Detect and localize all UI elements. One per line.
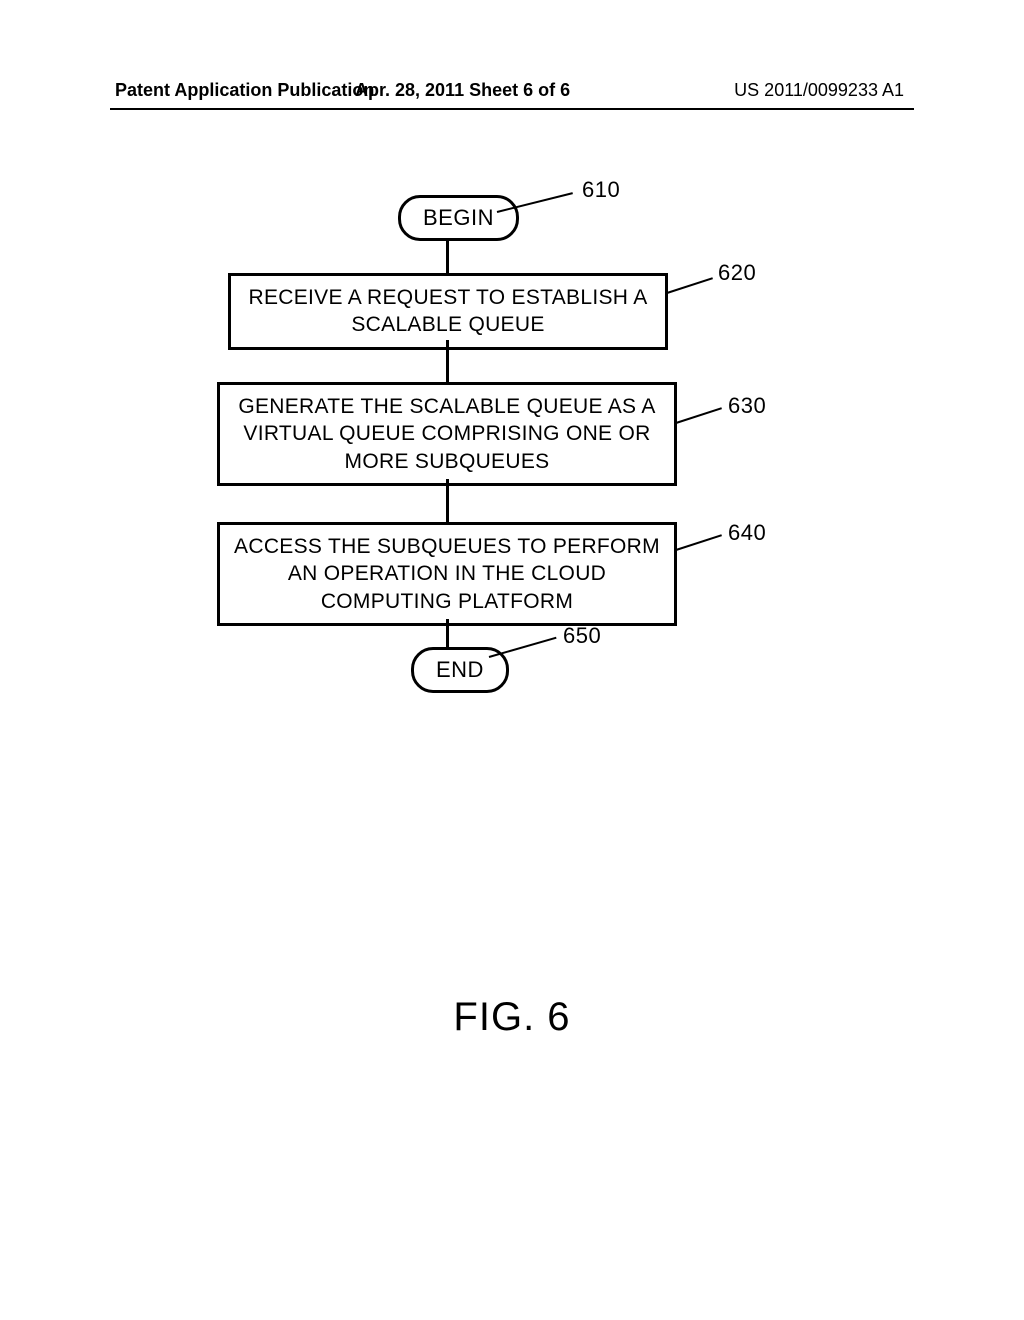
flowchart-step-630: GENERATE THE SCALABLE QUEUE AS A VIRTUAL… (217, 382, 677, 486)
header-date-sheet: Apr. 28, 2011 Sheet 6 of 6 (355, 80, 570, 101)
figure-caption: FIG. 6 (0, 995, 1024, 1040)
ref-label-620: 620 (718, 260, 756, 286)
ref-line-630 (676, 407, 722, 424)
header-publication: Patent Application Publication (115, 80, 374, 101)
flowchart-step-640: ACCESS THE SUBQUEUES TO PERFORM AN OPERA… (217, 522, 677, 626)
connector-step2-step3 (446, 479, 449, 524)
connector-step3-end (446, 619, 449, 649)
connector-step1-step2 (446, 340, 449, 384)
ref-line-640 (676, 534, 722, 551)
ref-line-620 (667, 277, 713, 294)
ref-label-610: 610 (582, 177, 620, 203)
flowchart-begin: BEGIN (398, 195, 519, 241)
ref-label-630: 630 (728, 393, 766, 419)
page-header: Patent Application Publication Apr. 28, … (0, 80, 1024, 101)
flowchart-step-620: RECEIVE A REQUEST TO ESTABLISH A SCALABL… (228, 273, 668, 350)
ref-label-650: 650 (563, 623, 601, 649)
connector-begin-step1 (446, 239, 449, 275)
ref-label-640: 640 (728, 520, 766, 546)
ref-line-650 (489, 637, 557, 658)
header-pub-number: US 2011/0099233 A1 (734, 80, 904, 101)
header-rule (110, 108, 914, 110)
